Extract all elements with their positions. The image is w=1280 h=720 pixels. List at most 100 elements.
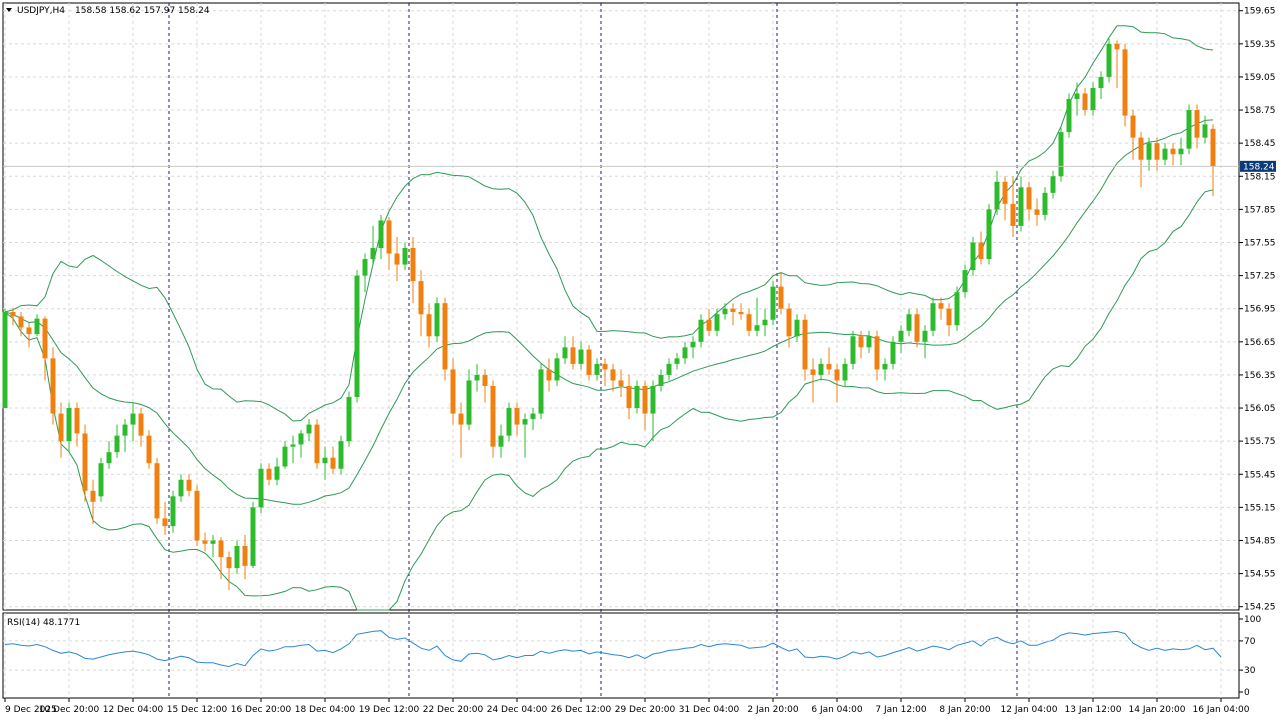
candle-body — [66, 408, 72, 442]
rsi-tick-label: 30 — [1244, 666, 1256, 676]
price-tick-label: 157.25 — [1244, 272, 1276, 282]
ohlc-values: 158.58 158.62 157.97 158.24 — [75, 6, 210, 16]
candle-body — [698, 319, 704, 342]
candle-body — [2, 312, 8, 409]
price-tick-label: 158.45 — [1244, 139, 1276, 149]
period-separators — [168, 3, 1018, 698]
time-tick-label: 31 Dec 04:00 — [679, 705, 740, 715]
candle-body — [626, 385, 632, 409]
candle-body — [602, 363, 608, 370]
candle-body — [554, 358, 560, 381]
candle-body — [490, 385, 496, 447]
time-tick-label: 2 Jan 20:00 — [747, 705, 799, 715]
candle-body — [538, 369, 544, 414]
candle-body — [786, 308, 792, 337]
candle-body — [250, 507, 256, 566]
time-tick-label: 13 Jan 12:00 — [1065, 705, 1122, 715]
candle-body — [1194, 110, 1200, 138]
rsi-series — [4, 630, 1222, 668]
candle-body — [938, 303, 944, 309]
price-tag-box — [1240, 160, 1276, 172]
time-tick-label: 12 Jan 04:00 — [1001, 705, 1058, 715]
rsi-line — [4, 630, 1222, 668]
candle-body — [1098, 76, 1104, 88]
candle-body — [618, 380, 624, 386]
candle-body — [482, 374, 488, 386]
candle-body — [1210, 128, 1216, 167]
candle-body — [290, 444, 296, 447]
price-tick-label: 157.85 — [1244, 205, 1276, 215]
candle-body — [474, 374, 480, 381]
candle-body — [994, 181, 1000, 210]
candle-body — [986, 209, 992, 260]
price-tick-label: 156.95 — [1244, 305, 1276, 315]
candle-body — [210, 540, 216, 544]
candle-body — [1146, 143, 1152, 160]
candle-body — [1050, 176, 1056, 193]
candle-body — [410, 248, 416, 282]
candle-body — [258, 468, 264, 508]
time-tick-label: 19 Dec 12:00 — [359, 705, 420, 715]
rsi-label: RSI(14) 48.1771 — [7, 618, 80, 628]
price-tick-label: 157.55 — [1244, 238, 1276, 248]
candle-body — [850, 336, 856, 364]
candle-body — [10, 312, 16, 317]
candle-body — [218, 540, 224, 558]
candle-body — [546, 369, 552, 381]
candle-body — [802, 319, 808, 370]
candle-body — [18, 316, 24, 328]
candle-body — [682, 347, 688, 359]
time-tick-label: 10 Dec 20:00 — [39, 705, 100, 715]
candle-body — [714, 314, 720, 331]
candle-body — [1042, 192, 1048, 215]
price-tag: 158.24 — [1240, 160, 1276, 172]
candle-body — [1018, 187, 1024, 226]
rsi-tick-label: 100 — [1244, 615, 1261, 625]
candle-body — [970, 242, 976, 271]
candle-body — [1154, 143, 1160, 160]
candle-body — [810, 369, 816, 375]
price-tick-label: 158.15 — [1244, 172, 1276, 182]
candle-body — [426, 314, 432, 337]
candle-body — [282, 446, 288, 467]
candle-body — [1178, 148, 1184, 155]
candle-body — [1130, 115, 1136, 138]
time-tick-label: 16 Dec 20:00 — [231, 705, 292, 715]
candle-body — [234, 545, 240, 569]
candle-body — [322, 457, 328, 464]
candle-body — [826, 363, 832, 370]
candle-body — [82, 433, 88, 491]
candle-body — [706, 319, 712, 331]
candle-body — [586, 349, 592, 375]
time-tick-label: 6 Jan 04:00 — [811, 705, 863, 715]
price-tick-label: 156.65 — [1244, 338, 1276, 348]
grid-lines — [3, 3, 1239, 698]
price-axis: 159.65 159.35 159.05 158.75 158.45 158.15 157.… — [1239, 7, 1276, 613]
candle-body — [106, 452, 112, 464]
time-tick-label: 16 Jan 04:00 — [1193, 705, 1250, 715]
candle-body — [498, 435, 504, 447]
triangle-down-icon[interactable] — [6, 8, 12, 12]
price-tick-label: 155.15 — [1244, 503, 1276, 513]
candle-body — [690, 341, 696, 348]
candle-body — [1106, 43, 1112, 77]
candle-body — [954, 292, 960, 326]
price-tick-label: 159.05 — [1244, 73, 1276, 83]
band-upper — [4, 25, 1214, 422]
candle-body — [898, 330, 904, 342]
candle-body — [514, 408, 520, 425]
time-tick-label: 7 Jan 12:00 — [875, 705, 927, 715]
candle-body — [466, 380, 472, 425]
bollinger-bands — [4, 25, 1214, 611]
candle-body — [890, 341, 896, 364]
candle-body — [1074, 93, 1080, 100]
time-tick-label: 18 Dec 04:00 — [295, 705, 356, 715]
candle-body — [1026, 187, 1032, 210]
candle-body — [674, 358, 680, 364]
candle-body — [42, 318, 48, 359]
candle-body — [978, 242, 984, 260]
candle-body — [458, 413, 464, 425]
price-tag-value: 158.24 — [1243, 162, 1275, 172]
